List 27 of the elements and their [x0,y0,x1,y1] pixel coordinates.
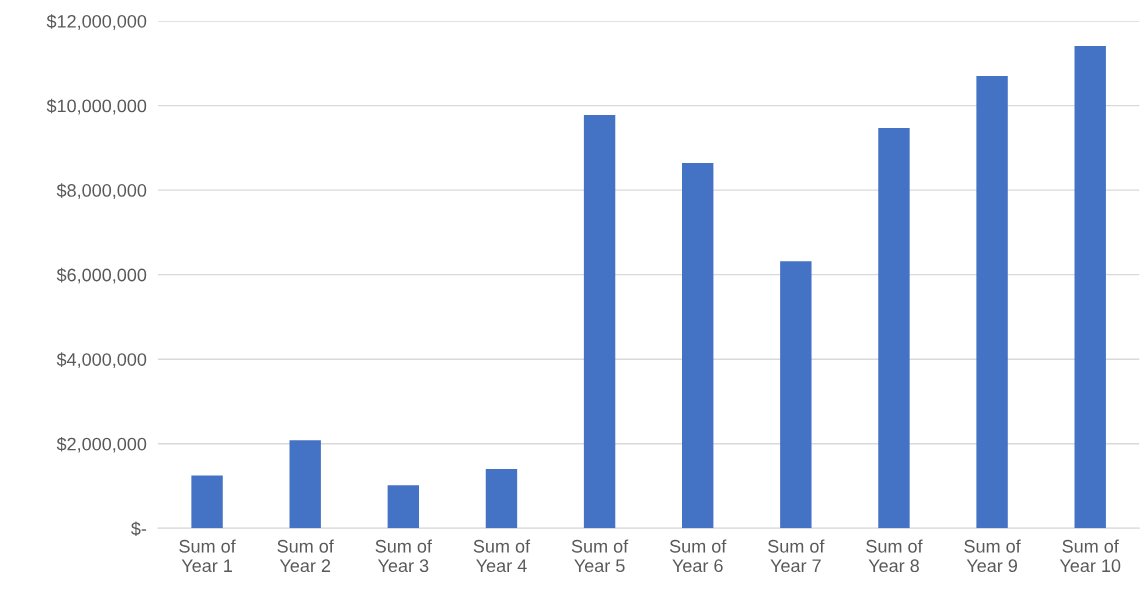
x-tick-label: Sum of Year 2 [277,539,334,573]
y-tick-label: $- [131,521,147,537]
bar [485,469,518,529]
x-tick-label: Sum of Year 3 [375,539,432,573]
y-tick-label: $10,000,000 [46,98,147,115]
bar [878,127,910,529]
bar [780,261,812,529]
bar [387,485,420,529]
x-tick-label: Sum of Year 4 [473,539,531,573]
y-tick-label: $8,000,000 [56,183,147,199]
bar [682,163,714,529]
y-tick-label: $2,000,000 [56,436,147,453]
x-tick-label: Sum of Year 10 [1059,539,1121,573]
x-tick-label: Sum of Year 1 [179,539,236,573]
x-tick-label: Sum of Year 6 [669,539,727,573]
y-tick-label: $4,000,000 [56,352,147,369]
y-tick-label: $6,000,000 [56,267,147,284]
x-tick-label: Sum of Year 7 [768,539,825,573]
x-tick-label: Sum of Year 5 [571,539,629,573]
bar [976,75,1008,529]
bar [583,114,616,529]
x-tick-label: Sum of Year 9 [964,539,1021,573]
bar [289,440,321,529]
bar [191,475,223,529]
x-tick-label: Sum of Year 8 [866,539,923,573]
y-tick-label: $12,000,000 [46,14,147,30]
bar [1074,45,1106,529]
